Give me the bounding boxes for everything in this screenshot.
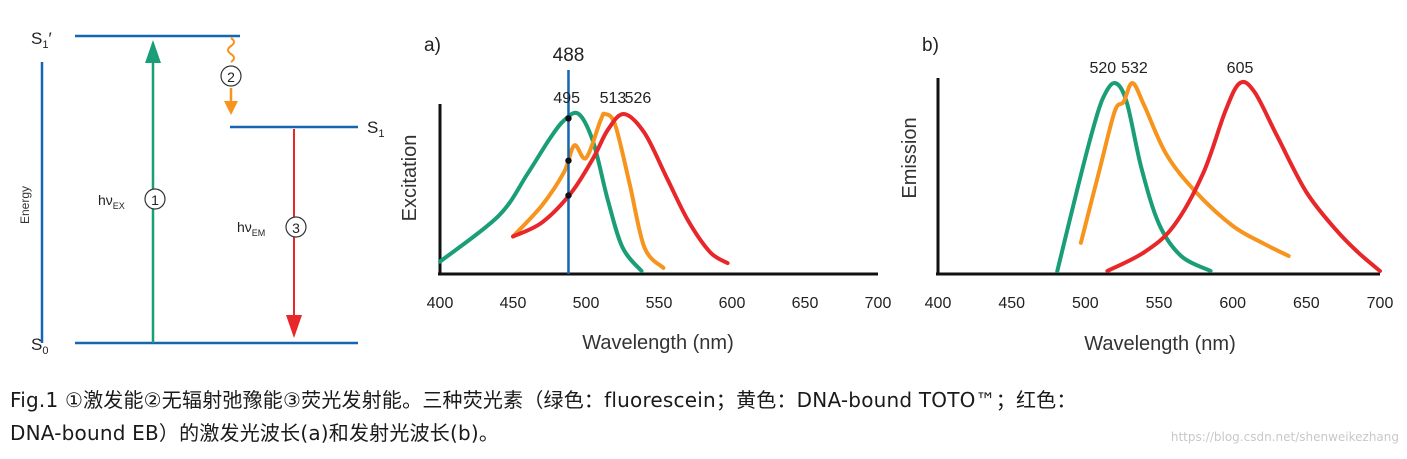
chart-a-tick-label: 650 (792, 295, 819, 312)
chart-b-tick-label: 700 (1367, 295, 1394, 312)
chart-b-tick-label: 650 (1293, 295, 1320, 312)
laser-intersection-dot (565, 157, 572, 164)
chart-b-peak-labels: 520 532 605 (1089, 60, 1253, 77)
laser-intersection-dot (565, 115, 572, 122)
chart-b-series-line-2 (1078, 81, 1291, 258)
hv-ex-label: hνEX (98, 192, 125, 211)
chart-a-ylabel: Excitation (399, 135, 421, 222)
caption-line-1: Fig.1 ①激发能②无辐射弛豫能③荧光发射能。三种荧光素（绿色：fluores… (10, 388, 1077, 412)
chart-a-intersection-dots (565, 115, 572, 199)
chart-b-tick-label: 550 (1146, 295, 1173, 312)
step2-number: 2 (227, 69, 235, 85)
energy-label: Energy (18, 186, 32, 224)
hv-em-label: hνEM (237, 219, 265, 238)
watermark: https://blog.csdn.net/shenweikezhang (1170, 430, 1399, 444)
chart-a-series-line-3 (511, 112, 730, 266)
caption-line-2: DNA-bound EB）的激发光波长(a)和发射光波长(b)。 (10, 421, 500, 445)
chart-b-ticks: 400 450 500 550 600 650 700 (925, 295, 1394, 312)
chart-b-xlabel: Wavelength (nm) (1084, 333, 1236, 355)
chart-a-peak-label: 495 (553, 90, 580, 107)
chart-a-peak-label: 513 (600, 90, 627, 107)
chart-a-series-line-2 (511, 111, 666, 270)
chart-b-series-line-1 (1055, 81, 1213, 273)
chart-a-peak-label: 526 (625, 90, 652, 107)
chart-b-tick-label: 600 (1219, 295, 1246, 312)
chart-a-tick-label: 400 (427, 295, 454, 312)
chart-a-tick-label: 450 (500, 295, 527, 312)
relaxation-wave (227, 37, 235, 63)
chart-b-tick-label: 450 (998, 295, 1025, 312)
step3-number: 3 (292, 220, 300, 236)
chart-a-tick-label: 500 (573, 295, 600, 312)
step1-circle (144, 188, 166, 210)
chart-a-xlabel: Wavelength (nm) (582, 332, 734, 354)
emission-chart: b) Emission Wavelength (nm) 400 450 500 550… (899, 35, 1393, 355)
chart-b-peak-label: 520 (1089, 60, 1116, 77)
excitation-arrow-head (145, 40, 161, 63)
chart-b-series-line-3 (1105, 79, 1382, 273)
figure-caption: Fig.1 ①激发能②无辐射弛豫能③荧光发射能。三种荧光素（绿色：fluores… (10, 384, 1405, 450)
chart-a-tick-label: 600 (719, 295, 746, 312)
panel-b-label: b) (922, 35, 939, 56)
chart-a-tick-label: 550 (646, 295, 673, 312)
relaxation-arrow-head (224, 101, 238, 115)
level-s0-label: S0 (31, 335, 48, 357)
chart-b-ylabel: Emission (899, 117, 921, 198)
excitation-chart: a) Excitation Wavelength (nm) 400 450 500 5… (399, 35, 891, 354)
laser-line-label: 488 (553, 45, 585, 66)
chart-a-series (438, 110, 730, 273)
figure-canvas: Energy S1′ S1 S0 hνEX 1 2 hνEM 3 a) Exci… (18, 29, 1393, 357)
laser-intersection-dot (565, 192, 572, 199)
chart-b-tick-label: 500 (1072, 295, 1099, 312)
chart-b-peak-label: 605 (1227, 60, 1254, 77)
chart-a-ticks: 400 450 500 550 600 650 700 (427, 295, 892, 312)
chart-a-series-line-1 (438, 110, 644, 273)
level-s1-prime-label: S1′ (31, 29, 52, 51)
emission-arrow-head (286, 315, 302, 338)
step1-number: 1 (151, 192, 159, 208)
level-s1-label: S1 (367, 118, 384, 140)
step3-circle (285, 216, 307, 238)
step2-circle (220, 65, 242, 87)
panel-a-label: a) (424, 35, 441, 56)
chart-b-peak-label: 532 (1121, 60, 1148, 77)
chart-a-tick-label: 700 (865, 295, 892, 312)
jablonski-diagram: Energy S1′ S1 S0 hνEX 1 2 hνEM 3 (18, 29, 384, 357)
chart-b-series (1055, 79, 1382, 273)
chart-b-tick-label: 400 (925, 295, 952, 312)
